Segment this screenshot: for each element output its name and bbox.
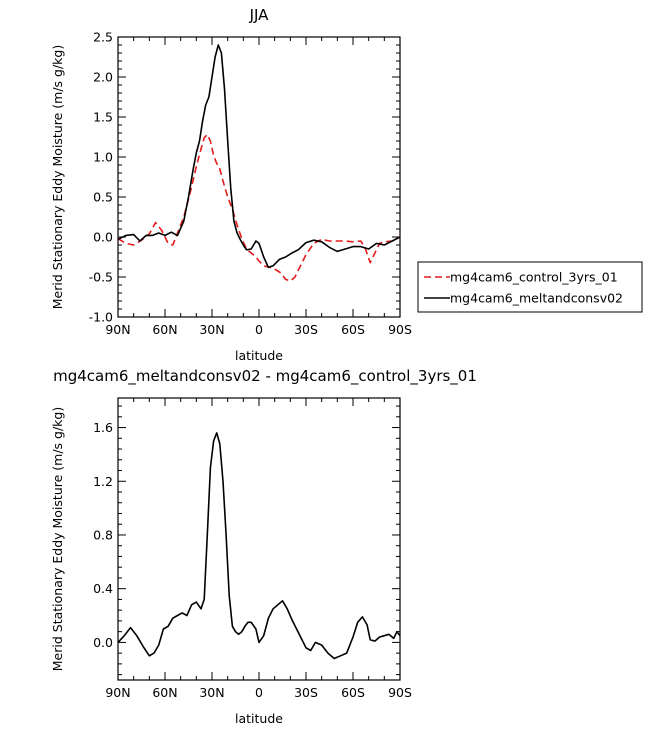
- chart1-y-axis-label: Merid Stationary Eddy Moisture (m/s g/kg…: [50, 45, 65, 309]
- chart2-y-tick-label: 1.2: [93, 474, 113, 489]
- chart1-x-axis-label: latitude: [235, 348, 283, 363]
- chart2-y-axis-label: Merid Stationary Eddy Moisture (m/s g/kg…: [50, 407, 65, 671]
- chart1-y-tick-label: 0.0: [93, 230, 113, 245]
- chart2-x-tick-label: 30S: [294, 685, 318, 700]
- chart1-plot-frame: [117, 36, 401, 318]
- chart1-y-tick-label: -1.0: [89, 310, 113, 325]
- chart1-x-tick-label: 0: [255, 322, 263, 337]
- chart2-x-tick-label: 90S: [388, 685, 412, 700]
- chart2-x-tick-label: 60N: [152, 685, 177, 700]
- chart1-y-tick-label: 1.5: [93, 110, 113, 125]
- chart1-y-tick-label: 0.5: [93, 190, 113, 205]
- legend-box: [417, 261, 643, 313]
- chart1-x-tick-label: 90S: [388, 322, 412, 337]
- chart2-y-tick-label: 0.4: [93, 581, 113, 596]
- chart1-y-tick-label: -0.5: [89, 270, 113, 285]
- chart2-title: mg4cam6_meltandconsv02 - mg4cam6_control…: [53, 367, 477, 386]
- legend-label-1: mg4cam6_control_3yrs_01: [450, 270, 618, 285]
- chart2-x-tick-label: 30N: [199, 685, 224, 700]
- chart2-x-tick-label: 60S: [341, 685, 365, 700]
- chart1-x-tick-label: 60N: [152, 322, 177, 337]
- chart1-y-tick-label: 2.5: [93, 30, 113, 45]
- chart2-x-tick-label: 90N: [105, 685, 130, 700]
- legend-label-2: mg4cam6_meltandconsv02: [450, 291, 623, 306]
- chart1-series-1-line: [117, 133, 401, 282]
- chart1-title: JJA: [249, 6, 270, 24]
- chart2-x-tick-label: 0: [255, 685, 263, 700]
- chart1-y-tick-label: 1.0: [93, 150, 113, 165]
- chart2-y-tick-label: 0.8: [93, 527, 113, 542]
- chart2-y-tick-label: 1.6: [93, 420, 113, 435]
- chart1-y-tick-label: 2.0: [93, 70, 113, 85]
- chart1-x-tick-label: 30N: [199, 322, 224, 337]
- chart2-series-1-line: [117, 432, 401, 660]
- chart1-x-tick-label: 60S: [341, 322, 365, 337]
- chart1-x-tick-label: 90N: [105, 322, 130, 337]
- chart2-x-axis-label: latitude: [235, 711, 283, 726]
- chart1-x-tick-label: 30S: [294, 322, 318, 337]
- chart2-y-tick-label: 0.0: [93, 635, 113, 650]
- chart1-series-2-line: [117, 44, 401, 269]
